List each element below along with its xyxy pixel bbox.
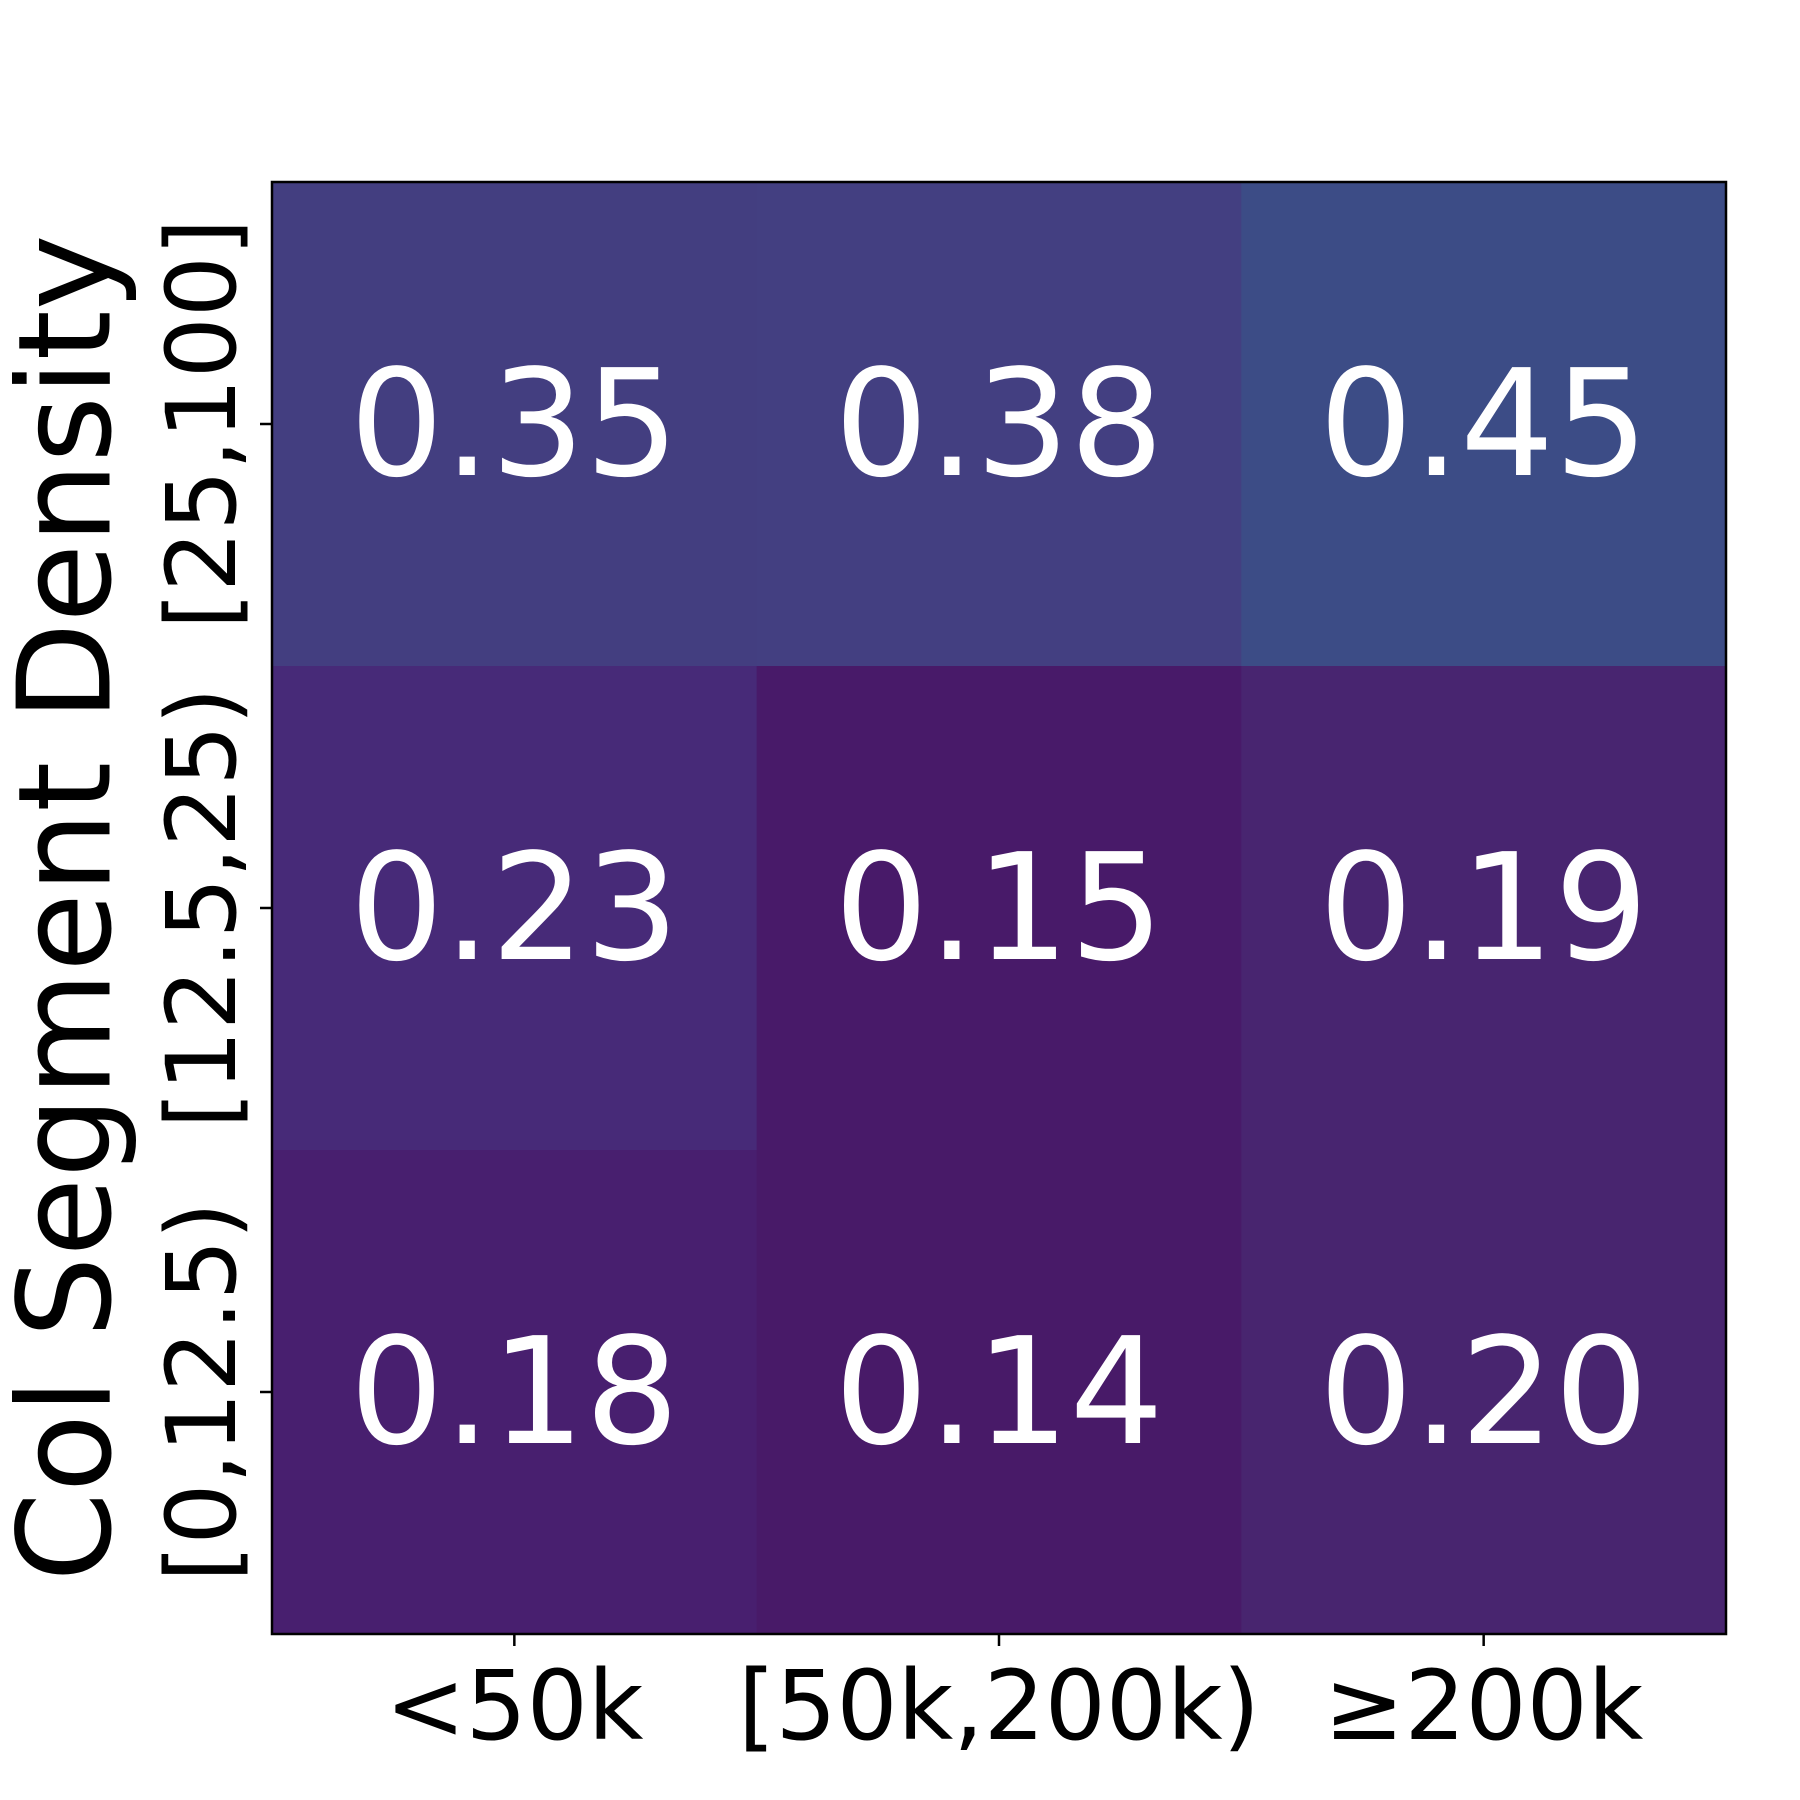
heatmap-cell [756,666,1242,1151]
y-tick-label: [25,100] [146,219,258,630]
heatmap-cell [272,1150,758,1635]
cell-value-label: 0.20 [1319,1306,1649,1478]
x-tick-label: ≥200k [1324,1650,1644,1762]
cell-value-label: 0.23 [350,822,680,994]
y-tick-label: [12.5,25) [146,687,258,1128]
heatmap-cell [1241,1150,1727,1635]
cell-value-label: 0.35 [350,338,680,510]
heatmap-cell [1241,666,1727,1151]
y-axis-label: Col Segment Density [0,234,141,1581]
cell-value-label: 0.14 [834,1306,1164,1478]
cell-value-label: 0.19 [1319,822,1649,994]
cell-value-label: 0.45 [1319,338,1649,510]
heatmap-cell [272,666,758,1151]
cell-value-label: 0.18 [350,1306,680,1478]
y-tick-label: [0,12.5) [146,1202,258,1582]
heatmap-cell [1241,182,1727,667]
x-tick-label: [50k,200k) [738,1650,1260,1762]
x-tick-label: <50k [385,1650,644,1762]
heatmap-cell [756,1150,1242,1635]
cell-value-label: 0.38 [834,338,1164,510]
heatmap-cell [756,182,1242,667]
cell-value-label: 0.15 [834,822,1164,994]
heatmap-cell [272,182,758,667]
